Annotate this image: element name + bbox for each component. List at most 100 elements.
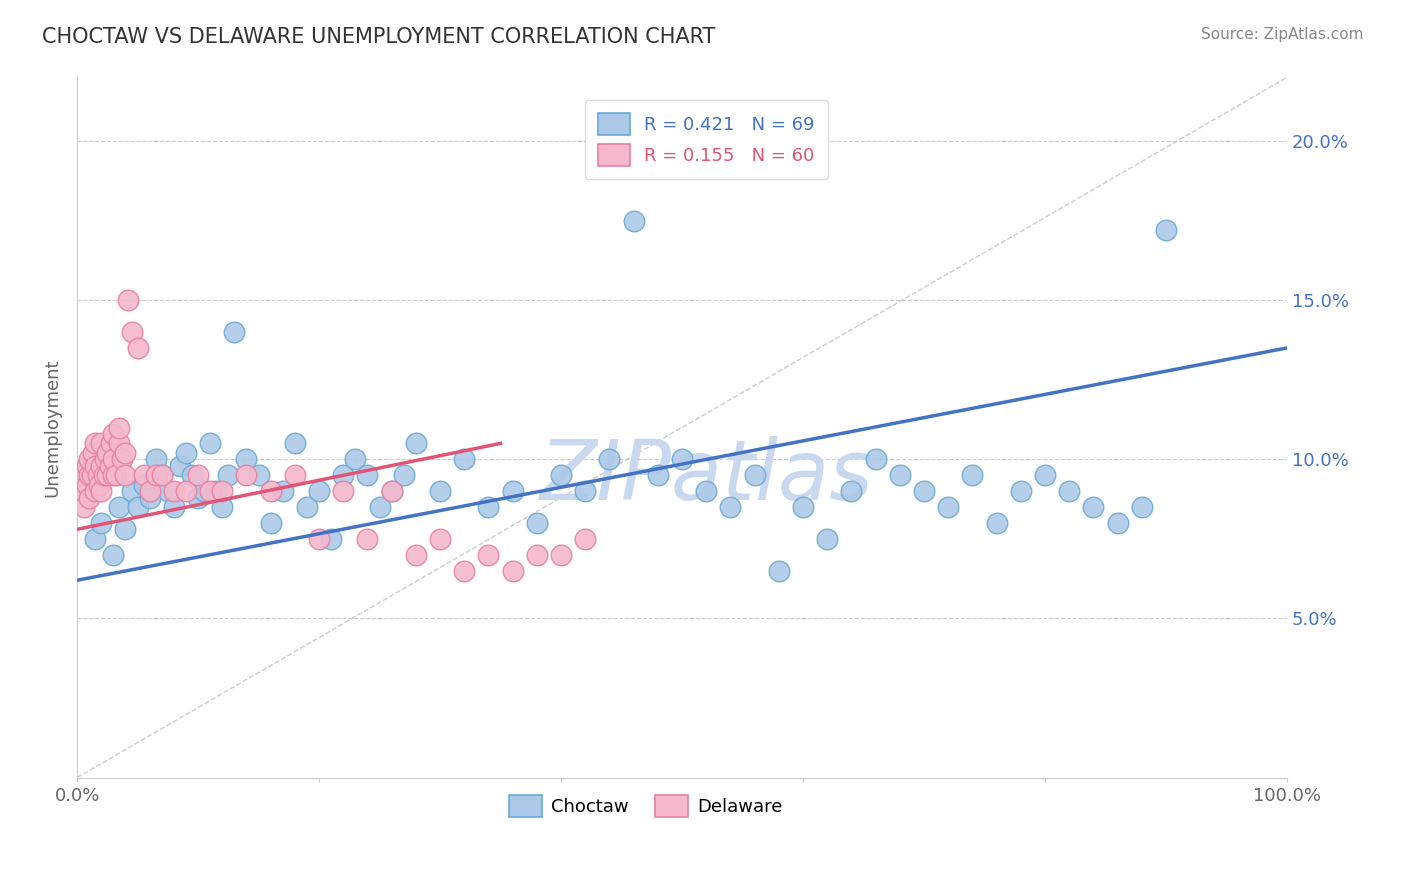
Text: ZIPatlas: ZIPatlas bbox=[540, 436, 873, 517]
Point bbox=[235, 452, 257, 467]
Point bbox=[381, 484, 404, 499]
Point bbox=[647, 468, 669, 483]
Point bbox=[1010, 484, 1032, 499]
Point bbox=[986, 516, 1008, 530]
Point bbox=[76, 477, 98, 491]
Point bbox=[550, 468, 572, 483]
Point bbox=[217, 468, 239, 483]
Point bbox=[295, 500, 318, 514]
Point bbox=[111, 452, 134, 467]
Point bbox=[108, 436, 131, 450]
Point bbox=[429, 532, 451, 546]
Point bbox=[865, 452, 887, 467]
Point bbox=[502, 484, 524, 499]
Point bbox=[284, 468, 307, 483]
Point bbox=[260, 516, 283, 530]
Point bbox=[198, 436, 221, 450]
Point bbox=[121, 325, 143, 339]
Point bbox=[132, 468, 155, 483]
Point bbox=[108, 500, 131, 514]
Point bbox=[224, 325, 246, 339]
Point bbox=[163, 484, 186, 499]
Point bbox=[405, 436, 427, 450]
Point bbox=[103, 452, 125, 467]
Point bbox=[181, 468, 204, 483]
Point bbox=[308, 532, 330, 546]
Point bbox=[82, 446, 104, 460]
Point bbox=[1154, 223, 1177, 237]
Point bbox=[93, 468, 115, 483]
Y-axis label: Unemployment: Unemployment bbox=[44, 359, 60, 497]
Point bbox=[1057, 484, 1080, 499]
Point bbox=[174, 446, 197, 460]
Legend: Choctaw, Delaware: Choctaw, Delaware bbox=[502, 788, 790, 824]
Point bbox=[526, 548, 548, 562]
Point bbox=[247, 468, 270, 483]
Point bbox=[114, 522, 136, 536]
Point bbox=[550, 548, 572, 562]
Point bbox=[477, 548, 499, 562]
Point bbox=[145, 468, 167, 483]
Point bbox=[453, 564, 475, 578]
Point bbox=[574, 484, 596, 499]
Point bbox=[598, 452, 620, 467]
Point bbox=[114, 468, 136, 483]
Point bbox=[127, 500, 149, 514]
Point bbox=[98, 458, 121, 473]
Point bbox=[138, 484, 160, 499]
Point bbox=[76, 458, 98, 473]
Point bbox=[356, 532, 378, 546]
Point bbox=[308, 484, 330, 499]
Point bbox=[405, 548, 427, 562]
Point bbox=[205, 484, 228, 499]
Point bbox=[187, 491, 209, 505]
Point bbox=[72, 468, 94, 483]
Text: Source: ZipAtlas.com: Source: ZipAtlas.com bbox=[1201, 27, 1364, 42]
Point bbox=[163, 500, 186, 514]
Point bbox=[108, 420, 131, 434]
Point bbox=[392, 468, 415, 483]
Point bbox=[1033, 468, 1056, 483]
Point bbox=[90, 436, 112, 450]
Point bbox=[198, 484, 221, 499]
Text: CHOCTAW VS DELAWARE UNEMPLOYMENT CORRELATION CHART: CHOCTAW VS DELAWARE UNEMPLOYMENT CORRELA… bbox=[42, 27, 716, 46]
Point bbox=[381, 484, 404, 499]
Point bbox=[526, 516, 548, 530]
Point bbox=[841, 484, 863, 499]
Point bbox=[744, 468, 766, 483]
Point bbox=[169, 458, 191, 473]
Point bbox=[156, 484, 179, 499]
Point bbox=[344, 452, 367, 467]
Point bbox=[77, 452, 100, 467]
Point bbox=[69, 484, 91, 499]
Point bbox=[962, 468, 984, 483]
Point bbox=[623, 213, 645, 227]
Point bbox=[671, 452, 693, 467]
Point bbox=[138, 491, 160, 505]
Point bbox=[284, 436, 307, 450]
Point bbox=[792, 500, 814, 514]
Point bbox=[84, 436, 107, 450]
Point bbox=[77, 491, 100, 505]
Point bbox=[87, 477, 110, 491]
Point bbox=[104, 468, 127, 483]
Point bbox=[150, 468, 173, 483]
Point bbox=[174, 484, 197, 499]
Point bbox=[90, 484, 112, 499]
Point bbox=[695, 484, 717, 499]
Point bbox=[96, 446, 118, 460]
Point bbox=[1130, 500, 1153, 514]
Point bbox=[193, 484, 215, 499]
Point bbox=[453, 452, 475, 467]
Point bbox=[84, 484, 107, 499]
Point bbox=[936, 500, 959, 514]
Point bbox=[114, 446, 136, 460]
Point bbox=[103, 548, 125, 562]
Point bbox=[117, 293, 139, 308]
Point bbox=[1083, 500, 1105, 514]
Point bbox=[368, 500, 391, 514]
Point bbox=[271, 484, 294, 499]
Point bbox=[574, 532, 596, 546]
Point bbox=[477, 500, 499, 514]
Point bbox=[768, 564, 790, 578]
